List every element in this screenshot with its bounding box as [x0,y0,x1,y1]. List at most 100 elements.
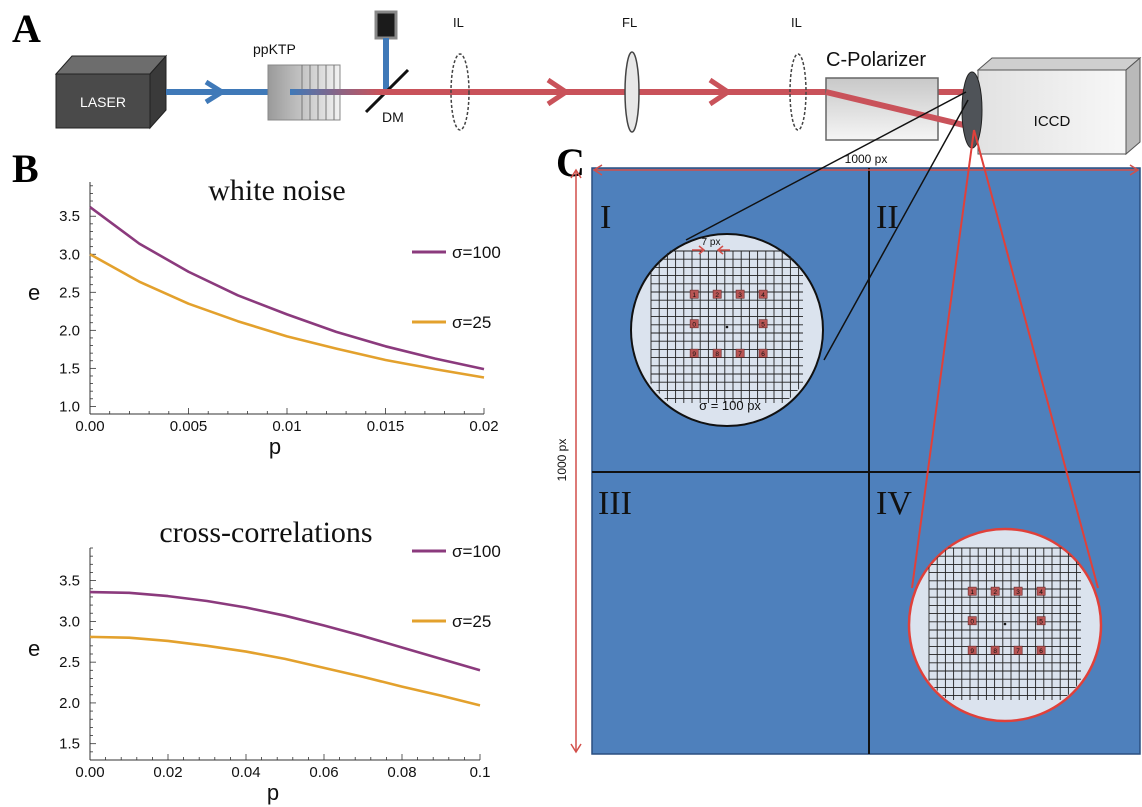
mode-pixel [967,616,977,626]
legend-label: σ=25 [452,313,491,332]
legend-label: σ=100 [452,243,501,262]
series-line-sigma-100 [89,590,481,672]
y-axis-label: e [28,280,40,305]
signal-arrow-2 [708,77,733,107]
quadrant-iv: IV [876,485,912,522]
mode-label: 8 [993,648,997,655]
center-dot [1003,622,1007,626]
width-label: 1000 px [845,152,888,166]
mode-pixel [1036,645,1046,655]
mode-label: 4 [1039,589,1043,596]
mode-pixel [712,289,722,299]
pump-arrow [204,79,227,105]
legend-label: σ=100 [452,542,501,561]
series-line-sigma-25 [89,635,481,707]
x-tick-label: 0.015 [367,418,405,435]
mode-label: 9 [692,351,696,358]
panel-label-b: B [12,146,39,191]
mode-pixel [1036,616,1046,626]
iccd-camera: ICCD [961,56,1142,156]
height-arrow-top [570,168,582,179]
mode-pixel [735,348,745,358]
height-arrow-bottom [570,743,582,754]
mode-pixel [689,348,699,358]
y-tick-label: 1.0 [59,398,80,415]
quadrant-i: I [600,199,611,236]
mode-pixel [758,348,768,358]
mode-label: 4 [761,292,765,299]
imaging-lens-2 [789,53,807,131]
mode-label: 2 [715,292,719,299]
chart-white-noise: 1.0 1.5 2.0 2.5 3.0 3.5 0.00 0.005 0.01 0.015 0.02… [28,174,501,459]
panel-c: C I II III IV 1000 px 1000 px 1 2 3 40 59 8 7 6 [555,91,1141,755]
x-tick-label: 0.01 [272,418,301,435]
gradient-beam [290,89,380,95]
mode-pixel [967,586,977,596]
quadrant-ii: II [876,199,899,236]
chart-cross-correlations: 1.5 2.0 2.5 3.0 3.5 0.00 0.02 0.04 0.06 0.08 0.1 p e… [28,516,501,805]
series-line-sigma-100 [89,206,485,371]
imaging-lens-2-label: IL [791,15,802,30]
mode-label: 7 [738,351,742,358]
y-tick-label: 3.0 [59,246,80,263]
mode-pixel [735,289,745,299]
mode-label: 6 [1039,648,1043,655]
zoom-circle-upper: 1 2 3 4 0 5 9 8 7 6 7 px σ = 100 px [630,233,824,427]
center-dot [725,325,729,329]
polarizer-label: C-Polarizer [826,49,926,71]
x-tick-label: 0.00 [75,418,104,435]
chart-title: white noise [208,174,345,207]
mode-label: 5 [761,321,765,328]
mode-label: 9 [970,648,974,655]
mode-label: 8 [715,351,719,358]
x-axis-label: p [267,780,279,805]
mode-pixel [1036,586,1046,596]
y-tick-label: 1.5 [59,736,80,753]
x-tick-label: 0.08 [387,764,416,781]
y-tick-label: 3.0 [59,613,80,630]
height-label: 1000 px [555,439,569,482]
y-tick-label: 2.5 [59,284,80,301]
focusing-lens [624,51,640,133]
mode-pixel [1013,645,1023,655]
pixel-size-label: 7 px [702,237,721,248]
x-tick-label: 0.04 [231,764,260,781]
mode-pixel [712,348,722,358]
mode-label: 6 [761,351,765,358]
mode-pixel [1013,586,1023,596]
beam-dump [374,10,398,40]
mode-label: 7 [1016,648,1020,655]
mode-pixel [990,586,1000,596]
y-axis-label: e [28,636,40,661]
x-tick-label: 0.1 [470,764,491,781]
x-axis-label: p [269,434,281,459]
chart-title: cross-correlations [159,516,372,549]
camera-label: ICCD [1034,113,1071,130]
panel-a: A LASER [12,6,1142,156]
mode-pixel [758,319,768,329]
focusing-lens-label: FL [622,15,637,30]
mode-label: 1 [692,292,696,299]
width-arrow-left [592,164,603,176]
zoom-line-red-2 [973,129,1099,589]
mode-label: 3 [738,292,742,299]
y-tick-label: 3.5 [59,208,80,225]
zoom-circle-lower: 1 2 3 4 0 5 9 8 7 6 [907,527,1103,723]
zoom-line-red-1 [911,129,975,589]
mode-pixel [967,645,977,655]
panel-label-a: A [12,6,41,51]
crystal-label: ppKTP [253,41,296,57]
signal-arrow-1 [546,77,571,107]
panel-b: B 1.0 1.5 2.0 2.5 3.0 3.5 0.00 0.005 0.01 0.015 0.… [12,146,501,805]
width-arrow-right [1129,164,1140,176]
y-tick-label: 1.5 [59,360,80,377]
legend-label: σ=25 [452,612,491,631]
mode-label: 5 [1039,618,1043,625]
y-tick-label: 2.0 [59,695,80,712]
mode-pixel [689,319,699,329]
x-tick-label: 0.02 [153,764,182,781]
camera-lens [961,71,983,149]
laser-label: LASER [80,94,126,110]
x-tick-label: 0.02 [469,418,498,435]
